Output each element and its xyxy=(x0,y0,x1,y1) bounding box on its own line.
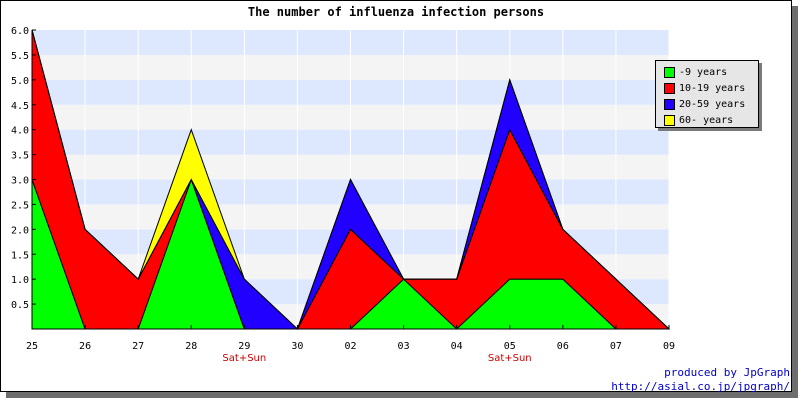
chart-title: The number of influenza infection person… xyxy=(247,5,545,19)
y-tick-label: 4.0 xyxy=(11,126,29,137)
credit-line-1: produced by JpGraph xyxy=(664,366,790,379)
y-tick-label: 3.5 xyxy=(11,151,29,162)
x-tick-label: 25 xyxy=(26,341,38,352)
legend: -9 years 10-19 years 20-59 years 60- yea… xyxy=(655,60,759,128)
x-tick-label: 03 xyxy=(398,341,410,352)
x-tick-label: 09 xyxy=(663,341,675,352)
x-tick-label: 02 xyxy=(344,341,356,352)
legend-label: 20-59 years xyxy=(679,98,746,110)
y-tick-label: 5.0 xyxy=(11,76,29,87)
x-tick-label: 26 xyxy=(79,341,91,352)
legend-item: 10-19 years xyxy=(664,80,758,96)
frame-shadow-right xyxy=(792,6,798,396)
x-tick-label: 04 xyxy=(451,341,463,352)
x-tick-label: 06 xyxy=(557,341,569,352)
y-tick-label: 4.5 xyxy=(11,101,29,112)
legend-label: 10-19 years xyxy=(679,82,746,94)
frame-shadow-bottom xyxy=(6,392,798,398)
axes xyxy=(31,29,670,330)
y-tick-label: 2.5 xyxy=(11,200,29,211)
legend-swatch xyxy=(664,82,675,94)
y-tick-label: 1.5 xyxy=(11,250,29,261)
y-tick-label: 5.5 xyxy=(11,51,29,62)
x-tick-label: 27 xyxy=(132,341,144,352)
y-tick-label: 0.5 xyxy=(11,300,29,311)
x-tick-labels: 25 26 27 28 29 30 02 03 04 05 06 07 09 xyxy=(26,341,675,352)
weekend-label: Sat+Sun xyxy=(488,353,532,364)
legend-item: 20-59 years xyxy=(664,96,758,112)
y-tick-label: 3.0 xyxy=(11,176,29,187)
x-tick-label: 29 xyxy=(238,341,250,352)
legend-swatch xyxy=(664,66,675,78)
legend-swatch xyxy=(664,98,675,110)
x-tick-label: 05 xyxy=(504,341,516,352)
credit-link[interactable]: http://asial.co.jp/jpgraph/ xyxy=(611,380,790,393)
x-tick-label: 30 xyxy=(291,341,303,352)
legend-label: -9 years xyxy=(679,66,728,78)
x-tick-label: 07 xyxy=(610,341,622,352)
y-tick-label: 1.0 xyxy=(11,275,29,286)
y-tick-labels: 6.0 5.5 5.0 4.5 4.0 3.5 3.0 2.5 2.0 1.5 1.0 0.5 xyxy=(11,26,29,311)
y-tick-label: 2.0 xyxy=(11,225,29,236)
legend-swatch xyxy=(664,114,675,126)
x-tick-label: 28 xyxy=(185,341,197,352)
legend-item: 60- years xyxy=(664,112,758,128)
weekend-labels: Sat+Sun Sat+Sun xyxy=(222,353,531,364)
weekend-label: Sat+Sun xyxy=(222,353,266,364)
y-tick-label: 6.0 xyxy=(11,26,29,37)
legend-label: 60- years xyxy=(679,114,734,126)
legend-item: -9 years xyxy=(664,64,758,80)
